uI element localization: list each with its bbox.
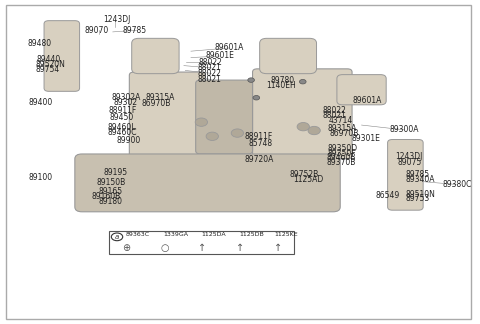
Text: a: a xyxy=(115,234,119,240)
Text: 1125DB: 1125DB xyxy=(240,232,264,237)
Text: 1339GA: 1339GA xyxy=(164,232,189,237)
Text: 89075: 89075 xyxy=(397,157,421,167)
Text: ⊕: ⊕ xyxy=(122,243,131,253)
Text: 89400: 89400 xyxy=(29,98,53,107)
Text: 89520N: 89520N xyxy=(36,60,66,69)
Text: 89785: 89785 xyxy=(122,26,146,35)
Text: 89302: 89302 xyxy=(113,98,137,107)
Text: 88022: 88022 xyxy=(198,58,222,67)
Text: 89070: 89070 xyxy=(84,26,108,35)
Text: 89363C: 89363C xyxy=(126,232,150,237)
Text: 89301E: 89301E xyxy=(351,134,380,143)
Circle shape xyxy=(195,118,207,126)
Text: 1125KE: 1125KE xyxy=(275,232,299,237)
Text: 88021: 88021 xyxy=(323,111,347,120)
Text: 88911F: 88911F xyxy=(108,106,136,115)
Text: 89340A: 89340A xyxy=(406,175,435,183)
Text: 1243DJ: 1243DJ xyxy=(396,152,423,161)
Text: 86549: 86549 xyxy=(376,191,400,200)
Text: 89754: 89754 xyxy=(36,65,60,74)
FancyBboxPatch shape xyxy=(132,38,179,74)
Text: 89300A: 89300A xyxy=(390,125,420,134)
Text: 89780: 89780 xyxy=(271,76,295,85)
Text: ↑: ↑ xyxy=(274,243,282,253)
Circle shape xyxy=(248,78,254,82)
Text: 89480: 89480 xyxy=(27,39,51,48)
FancyBboxPatch shape xyxy=(252,69,352,159)
FancyBboxPatch shape xyxy=(337,75,386,105)
Circle shape xyxy=(308,126,320,135)
Text: 89460C: 89460C xyxy=(107,128,137,137)
Text: 89195: 89195 xyxy=(103,168,127,177)
FancyBboxPatch shape xyxy=(388,140,423,210)
Text: 88911F: 88911F xyxy=(244,132,272,141)
Bar xyxy=(109,231,294,254)
Text: 89302A: 89302A xyxy=(112,93,141,102)
FancyBboxPatch shape xyxy=(129,72,205,159)
Text: 85748: 85748 xyxy=(249,139,273,148)
Text: 89315A: 89315A xyxy=(327,124,357,133)
Text: 89460L: 89460L xyxy=(108,123,136,132)
FancyBboxPatch shape xyxy=(44,21,80,91)
FancyBboxPatch shape xyxy=(75,154,340,212)
FancyBboxPatch shape xyxy=(196,80,252,154)
Text: 89601A: 89601A xyxy=(352,97,382,106)
Text: 89752B: 89752B xyxy=(289,170,319,179)
Circle shape xyxy=(111,233,123,241)
Text: 1140EH: 1140EH xyxy=(266,81,296,90)
Text: 89601E: 89601E xyxy=(205,52,234,61)
Text: 89460B: 89460B xyxy=(326,153,355,162)
Circle shape xyxy=(300,79,306,84)
Text: 89440: 89440 xyxy=(37,55,61,64)
Text: 89150B: 89150B xyxy=(96,179,125,187)
Text: 89785: 89785 xyxy=(406,170,430,179)
Text: 1243DJ: 1243DJ xyxy=(103,15,131,24)
Text: 89450: 89450 xyxy=(109,112,134,122)
Text: 89370B: 89370B xyxy=(326,158,355,167)
Circle shape xyxy=(253,96,260,100)
Text: ↑: ↑ xyxy=(198,243,206,253)
Text: 89380C: 89380C xyxy=(442,180,471,189)
Text: 89350F: 89350F xyxy=(327,148,356,157)
Text: 88022: 88022 xyxy=(197,69,221,78)
Text: 89350D: 89350D xyxy=(327,144,358,153)
Text: 43714: 43714 xyxy=(328,116,353,125)
Text: 89165: 89165 xyxy=(98,187,122,196)
Text: 89160B: 89160B xyxy=(91,192,120,201)
Text: 86970B: 86970B xyxy=(330,129,359,138)
Text: 1125DA: 1125DA xyxy=(202,232,226,237)
Text: 86970B: 86970B xyxy=(142,99,171,108)
Text: 89900: 89900 xyxy=(117,136,141,145)
Text: 88021: 88021 xyxy=(197,75,221,84)
Text: 89180: 89180 xyxy=(98,197,122,206)
Text: 89720A: 89720A xyxy=(244,155,274,164)
Text: 89315A: 89315A xyxy=(146,93,175,102)
Circle shape xyxy=(297,122,310,131)
Circle shape xyxy=(231,129,243,137)
Text: 89753: 89753 xyxy=(405,194,430,203)
Circle shape xyxy=(206,132,218,141)
Text: 89100: 89100 xyxy=(28,173,52,182)
Text: 88021: 88021 xyxy=(197,64,221,72)
Text: ↑: ↑ xyxy=(236,243,244,253)
Text: 1125AD: 1125AD xyxy=(293,175,323,184)
Text: 89601A: 89601A xyxy=(215,43,244,52)
Text: 88022: 88022 xyxy=(323,106,347,115)
FancyBboxPatch shape xyxy=(260,38,316,74)
Text: ○: ○ xyxy=(160,243,168,253)
Text: 89510N: 89510N xyxy=(405,190,435,199)
